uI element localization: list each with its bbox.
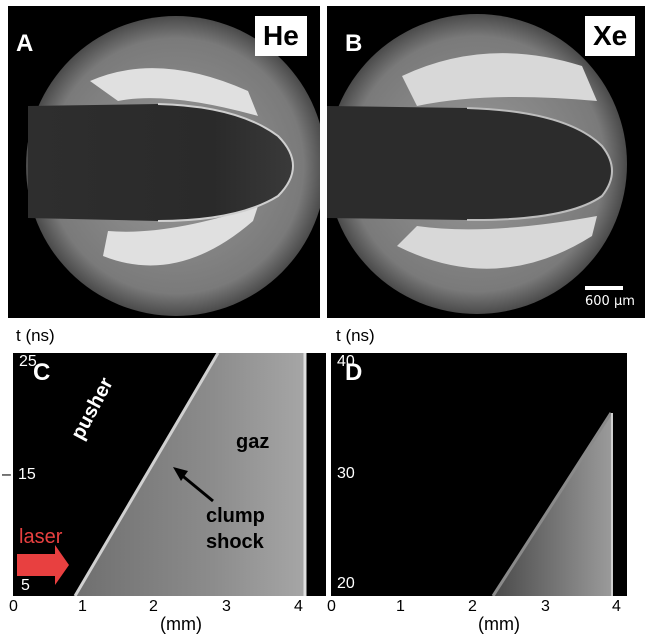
lower-bright-region [103, 206, 258, 266]
shock-word: shock [206, 531, 264, 553]
panel-d-xtick-1: 1 [396, 598, 405, 615]
panel-c-tick-15: 15 [18, 466, 36, 483]
panel-c-time-axis-label: t (ns) [16, 326, 55, 345]
scale-bar [585, 286, 623, 290]
he-streak-plot [73, 353, 307, 596]
laser-arrow-icon [17, 545, 69, 585]
upper-bright-region [90, 68, 258, 116]
xe-streak-plot [491, 412, 613, 596]
panel-b-xe-image: B Xe 600 µm [327, 6, 645, 318]
clump-shock-trajectory [491, 412, 613, 596]
laser-label: laser [19, 526, 63, 548]
scale-bar-label: 600 µm [585, 294, 635, 309]
he-shadowgraph [26, 16, 320, 316]
panel-d-letter: D [345, 359, 363, 386]
clump-shock-arrow-head [173, 467, 188, 481]
clump-shock-trajectory [73, 353, 220, 596]
shock-front [157, 103, 294, 222]
panel-c-tick-25: 25 [19, 353, 37, 370]
panel-c-xtick-3: 3 [222, 598, 231, 615]
panel-a-he-image: A He [8, 6, 320, 318]
gas-label-he: He [255, 16, 307, 56]
panel-c-xtick-1: 1 [78, 598, 87, 615]
clump-word: clump [206, 505, 265, 527]
xe-shadowgraph [327, 14, 627, 314]
gas-label-xe: Xe [585, 16, 636, 56]
panel-d-time-axis-label: t (ns) [336, 326, 375, 345]
panel-d-x-unit: (mm) [478, 614, 520, 634]
plasma-plume [327, 106, 612, 221]
panel-d-xtick-4: 4 [612, 598, 621, 615]
panel-c-xtick-2: 2 [149, 598, 158, 615]
panel-d-tick-30: 30 [337, 465, 355, 482]
panel-c-xtick-4: 4 [294, 598, 303, 615]
annotation-arrow-layer [17, 467, 214, 585]
panel-d-xtick-0: 0 [327, 598, 336, 615]
panel-d-tick-20: 20 [337, 575, 355, 592]
shocked-gas-region [75, 353, 305, 596]
clump-shock-arrow [178, 471, 214, 503]
gaz-label: gaz [236, 431, 270, 453]
panel-d-xtick-3: 3 [541, 598, 550, 615]
panel-c-tick-15-mark: – [2, 466, 11, 483]
panel-c-tick-5: 5 [21, 577, 30, 594]
upper-bright-region [402, 53, 597, 106]
lower-bright-region [397, 216, 597, 269]
panel-c-streak-image: C 25 pusher gaz clump shock laser 5 [13, 353, 326, 596]
panel-c-xtick-0: 0 [9, 598, 18, 615]
clump-shock-label: clump shock [206, 503, 265, 555]
panel-d-tick-40: 40 [337, 353, 355, 370]
plasma-plume [28, 104, 293, 221]
panel-b-letter: B [345, 30, 363, 57]
panel-c-letter: C [33, 359, 51, 386]
panel-d-streak-image: D 40 30 20 [331, 353, 627, 596]
panel-d-xtick-2: 2 [468, 598, 477, 615]
panel-a-letter: A [16, 30, 34, 57]
shock-front [466, 107, 613, 222]
panel-c-x-unit: (mm) [160, 614, 202, 634]
